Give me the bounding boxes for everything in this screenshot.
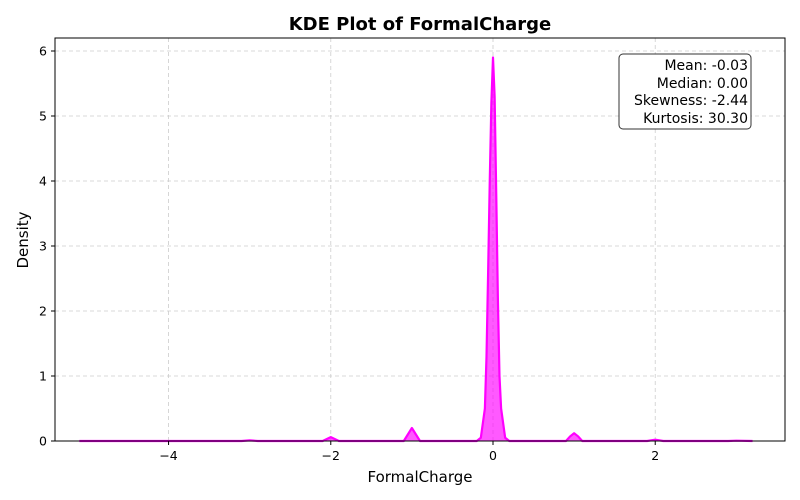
y-tick-label: 0 — [39, 434, 47, 449]
y-axis-ticks: 0 1 2 3 4 5 6 — [39, 44, 55, 449]
stat-median: Median: 0.00 — [657, 76, 748, 92]
x-tick-label: 0 — [489, 448, 497, 463]
y-tick-label: 3 — [39, 239, 47, 254]
x-tick-label: −4 — [159, 448, 177, 463]
y-axis-label: Density — [14, 211, 32, 268]
stat-skewness: Skewness: -2.44 — [634, 93, 748, 109]
y-tick-label: 6 — [39, 44, 47, 59]
chart-title: KDE Plot of FormalCharge — [289, 14, 552, 35]
x-tick-label: −2 — [322, 448, 340, 463]
y-tick-label: 2 — [39, 304, 47, 319]
stats-box: Mean: -0.03 Median: 0.00 Skewness: -2.44… — [618, 53, 752, 130]
y-tick-label: 4 — [39, 174, 47, 189]
x-tick-label: 2 — [651, 448, 659, 463]
stat-mean: Mean: -0.03 — [664, 58, 748, 74]
x-axis-label: FormalCharge — [368, 468, 473, 486]
grid-lines — [55, 38, 785, 442]
stat-kurtosis: Kurtosis: 30.30 — [643, 111, 748, 127]
y-tick-label: 5 — [39, 109, 47, 124]
plot-frame — [54, 37, 786, 442]
stats-box-frame — [618, 53, 752, 130]
y-tick-label: 1 — [39, 369, 47, 384]
x-axis-ticks: −4 −2 0 2 — [159, 441, 659, 463]
